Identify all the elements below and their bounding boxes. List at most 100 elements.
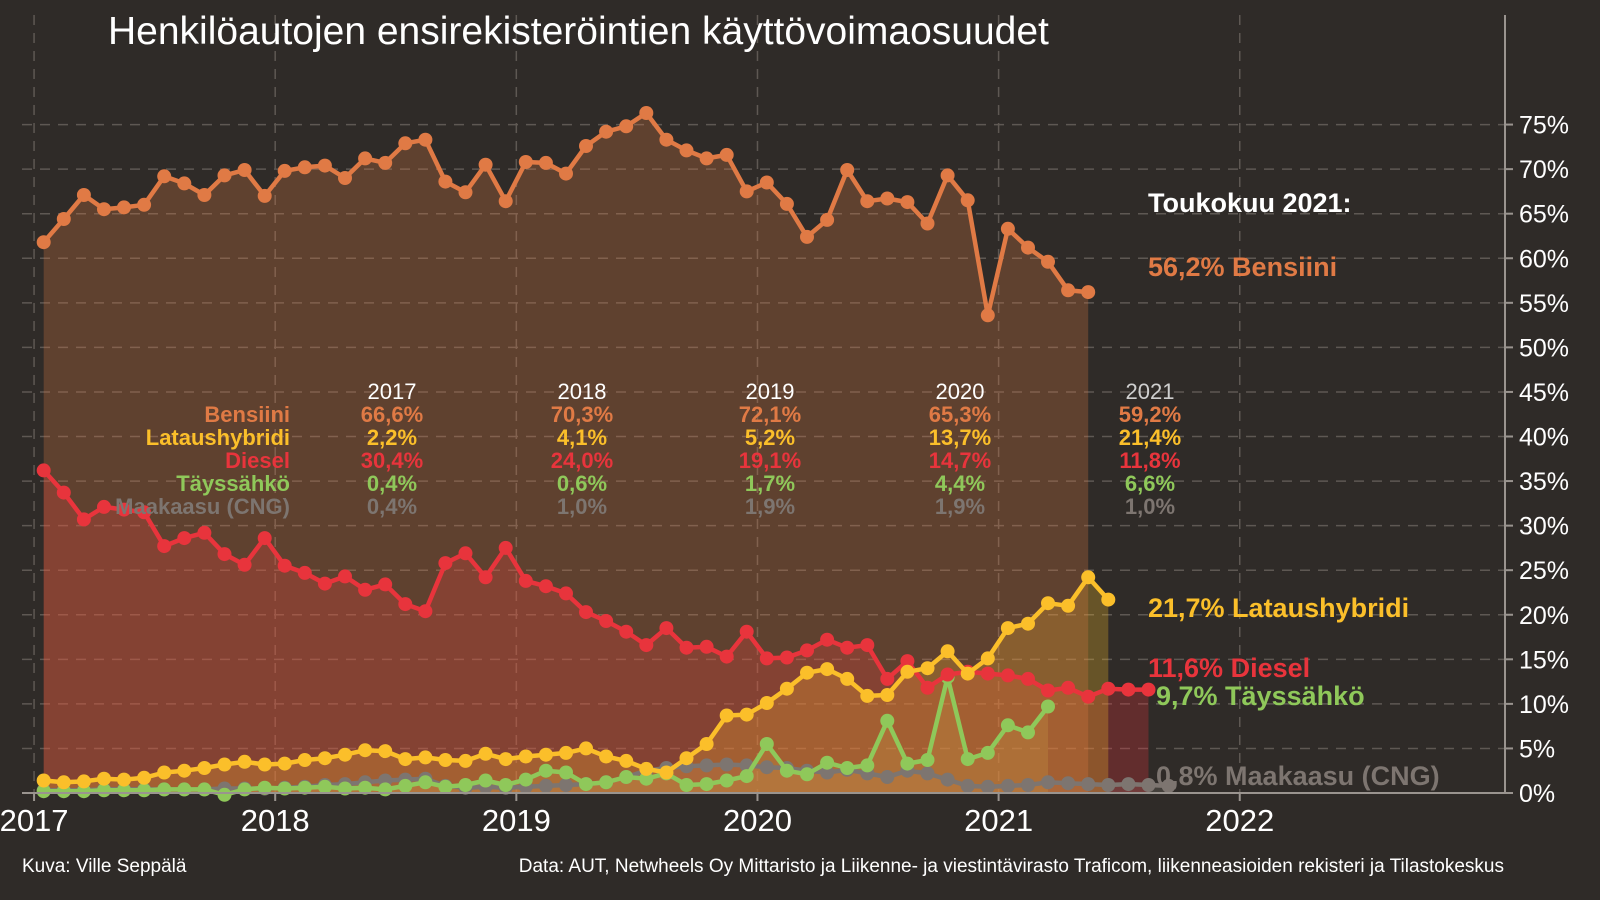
point-lataushybridi — [378, 744, 393, 759]
point-taussahko — [920, 753, 935, 767]
point-diesel — [518, 573, 533, 588]
point-lataushybridi — [257, 757, 272, 772]
point-bensiini — [940, 168, 955, 183]
point-bensiini — [498, 194, 513, 209]
point-lataushybridi — [177, 763, 192, 778]
point-diesel — [237, 557, 252, 572]
point-taussahko — [759, 737, 774, 751]
point-maakaasu — [1081, 777, 1096, 792]
point-diesel — [1041, 683, 1055, 698]
y-tick-label: 5% — [1519, 735, 1555, 763]
end-label-taussahko: 9,7% Täyssähkö — [1156, 681, 1365, 711]
point-lataushybridi — [940, 644, 955, 659]
table-cell: 4,4% — [935, 471, 985, 496]
x-tick-label: 2018 — [241, 803, 310, 838]
point-lataushybridi — [36, 773, 51, 788]
x-tick-label: 2020 — [723, 803, 792, 838]
point-lataushybridi — [960, 666, 975, 681]
y-tick-label: 60% — [1519, 245, 1569, 273]
point-lataushybridi — [56, 775, 71, 790]
point-diesel — [559, 586, 573, 601]
point-bensiini — [1061, 283, 1076, 298]
point-diesel — [97, 499, 111, 514]
table-cell: 2,2% — [367, 425, 417, 450]
point-bensiini — [960, 193, 975, 208]
area-diesel — [43, 470, 1149, 793]
point-taussahko — [76, 784, 91, 799]
point-taussahko — [719, 773, 734, 788]
table-cell: 5,2% — [745, 425, 795, 450]
point-lataushybridi — [458, 753, 473, 768]
point-lataushybridi — [820, 662, 835, 677]
point-bensiini — [338, 171, 352, 185]
point-bensiini — [378, 155, 393, 170]
point-bensiini — [800, 229, 814, 244]
y-tick-label: 55% — [1519, 290, 1569, 318]
point-diesel — [498, 540, 513, 555]
point-diesel — [619, 624, 634, 639]
y-tick-label: 30% — [1519, 513, 1569, 541]
point-diesel — [56, 485, 71, 500]
point-lataushybridi — [217, 757, 232, 772]
point-diesel — [880, 671, 895, 686]
y-tick-label: 75% — [1519, 112, 1569, 140]
point-lataushybridi — [97, 771, 111, 786]
point-bensiini — [157, 169, 172, 184]
table-cell: 19,1% — [739, 448, 801, 473]
y-tick-label: 15% — [1519, 646, 1569, 674]
point-lataushybridi — [719, 708, 734, 723]
point-taussahko — [518, 772, 533, 787]
annotation-heading: Toukokuu 2021: — [1148, 188, 1352, 218]
table-cell: 1,0% — [557, 494, 607, 519]
point-lataushybridi — [1081, 570, 1096, 585]
y-tick-label: 40% — [1519, 424, 1569, 452]
point-maakaasu — [1041, 775, 1055, 790]
point-lataushybridi — [559, 745, 573, 760]
point-diesel — [759, 651, 774, 666]
point-bensiini — [257, 188, 272, 203]
y-tick-label: 50% — [1519, 334, 1569, 362]
point-taussahko — [679, 778, 694, 792]
table-cell: 21,4% — [1119, 425, 1181, 450]
point-lataushybridi — [1000, 621, 1015, 636]
point-bensiini — [538, 155, 553, 170]
point-taussahko — [1041, 699, 1055, 714]
end-label-diesel: 11,6% Diesel — [1148, 653, 1310, 683]
table-row-label: Täyssähkö — [176, 471, 290, 496]
point-bensiini — [559, 166, 573, 181]
point-diesel — [920, 680, 935, 695]
point-bensiini — [759, 175, 774, 190]
point-maakaasu — [1101, 778, 1116, 792]
table-cell: 65,3% — [929, 402, 991, 427]
point-taussahko — [1021, 725, 1035, 740]
point-bensiini — [739, 184, 754, 199]
x-tick-label: 2021 — [964, 803, 1033, 838]
point-bensiini — [659, 132, 674, 147]
point-lataushybridi — [699, 737, 714, 751]
point-maakaasu — [1000, 778, 1015, 793]
point-lataushybridi — [418, 750, 433, 765]
point-bensiini — [1000, 221, 1015, 236]
point-bensiini — [820, 212, 835, 227]
point-lataushybridi — [619, 753, 634, 768]
point-diesel — [940, 667, 955, 682]
point-diesel — [719, 649, 734, 664]
point-bensiini — [398, 136, 413, 151]
point-bensiini — [779, 196, 794, 211]
point-bensiini — [1041, 254, 1055, 269]
point-diesel — [478, 570, 493, 585]
point-lataushybridi — [277, 756, 292, 771]
point-diesel — [840, 640, 855, 655]
point-lataushybridi — [1041, 596, 1055, 611]
point-taussahko — [398, 778, 413, 793]
point-bensiini — [478, 157, 493, 172]
credit-text: Kuva: Ville Seppälä — [22, 856, 187, 877]
point-bensiini — [619, 119, 634, 134]
point-lataushybridi — [900, 664, 915, 679]
point-taussahko — [840, 761, 855, 775]
point-taussahko — [639, 771, 654, 786]
point-taussahko — [297, 780, 312, 795]
point-diesel — [378, 577, 393, 592]
point-lataushybridi — [117, 772, 131, 787]
point-taussahko — [137, 783, 152, 798]
